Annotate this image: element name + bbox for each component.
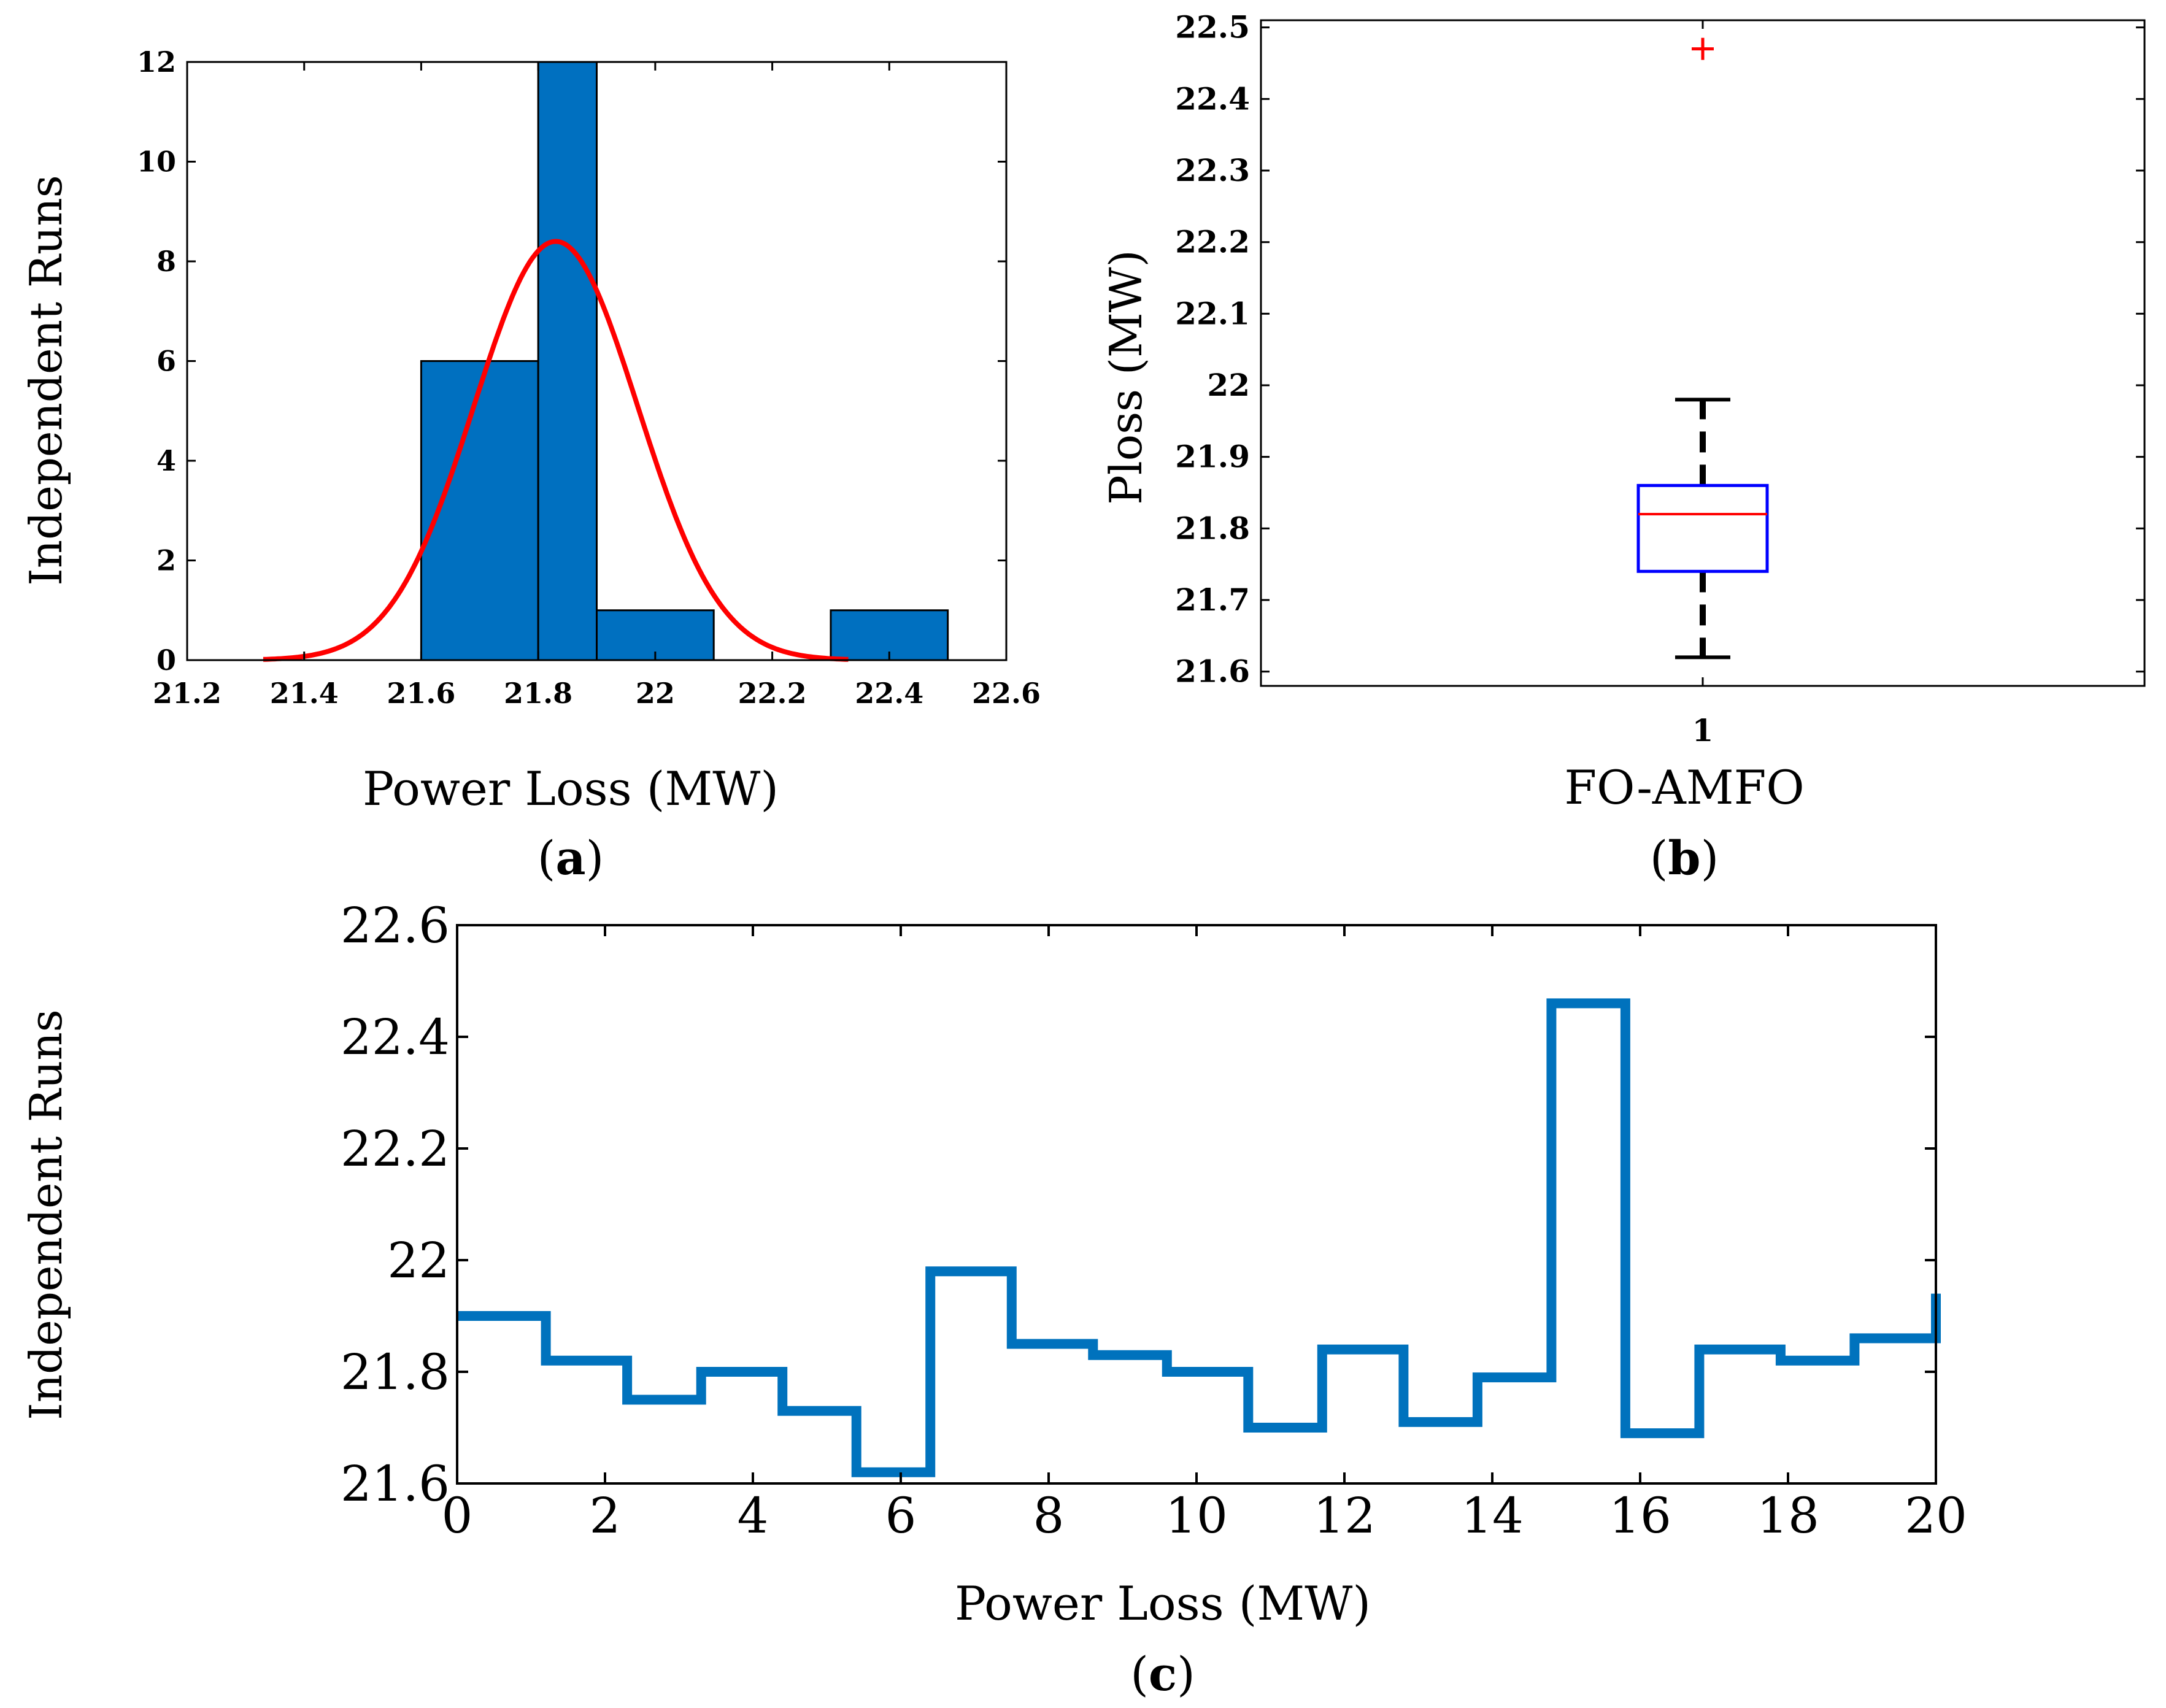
y-tick-label: 21.6 [341,1455,450,1512]
y-tick-label: 21.8 [1175,510,1250,546]
y-tick-label: 22.2 [1175,224,1250,260]
axis-ticks [1261,20,2145,686]
y-tick-label: 12 [137,45,176,79]
x-tick-labels: 1 [1692,712,1714,748]
y-tick-label: 21.8 [341,1344,450,1401]
panel-c: 0 2 4 6 8 10 12 14 16 18 20 21.6 21.8 22 22.2 22.4 22.6… [20,897,1967,1701]
y-tick-label: 8 [156,245,176,278]
box-plot [1636,37,1769,660]
x-tick-label: 21.4 [270,677,339,710]
panel-b: 21.6 21.7 21.8 21.9 22 22.1 22.2 22.3 22.4 22.5 1… [1100,9,2146,885]
y-tick-label: 0 [156,644,176,677]
y-tick-label: 22 [387,1232,450,1289]
y-tick-label: 22 [1207,367,1250,403]
y-tick-label: 22.2 [341,1120,450,1177]
y-tick-label: 22.3 [1175,152,1250,188]
x-tick-label: 0 [442,1487,473,1544]
y-tick-label: 22.6 [341,897,450,954]
axis-ticks [186,61,1008,661]
y-tick-label: 21.7 [1175,582,1250,618]
axis-ticks [456,924,1937,1485]
x-axis-label: Power Loss (MW) [955,1576,1371,1631]
x-tick-label: 20 [1905,1487,1967,1544]
x-tick-label: 21.2 [153,677,222,710]
x-tick-label: 10 [1165,1487,1228,1544]
y-tick-label: 22.1 [1175,295,1250,331]
y-tick-label: 4 [156,444,176,477]
x-tick-label: 4 [738,1487,769,1544]
outlier-marker [1692,37,1714,60]
x-tick-label: 14 [1461,1487,1524,1544]
x-tick-labels: 0 2 4 6 8 10 12 14 16 18 20 [442,1487,1967,1544]
y-tick-labels: 21.6 21.8 22 22.2 22.4 22.6 [341,897,450,1512]
x-tick-label: 21.6 [387,677,455,710]
histogram-bar [537,61,598,661]
x-tick-labels: 21.2 21.4 21.6 21.8 22 22.2 22.4 22.6 [153,677,1041,710]
panel-label: (c) [1130,1647,1195,1701]
x-tick-label: 18 [1757,1487,1819,1544]
normal-fit-curve [263,239,849,662]
x-tick-label: 21.8 [504,677,572,710]
y-axis-label: Independent Runs [20,175,72,585]
y-tick-label: 21.9 [1175,439,1250,475]
y-tick-labels: 0 2 4 6 8 10 12 [137,45,176,677]
x-tick-label: 22.2 [738,677,807,710]
x-tick-label: 16 [1609,1487,1671,1544]
y-tick-labels: 21.6 21.7 21.8 21.9 22 22.1 22.2 22.3 22.4 22.5 [1175,9,1250,690]
histogram-bars [420,61,949,661]
x-tick-label: 12 [1313,1487,1376,1544]
x-axis-label: Power Loss (MW) [363,761,779,816]
x-tick-label: 1 [1692,712,1714,748]
x-tick-label: 22.4 [855,677,923,710]
y-axis-label: Independent Runs [20,1009,72,1420]
panel-label: (a) [538,831,604,885]
x-tick-label: 2 [590,1487,621,1544]
x-tick-label: 22.6 [972,677,1041,710]
interquartile-box [1636,483,1769,573]
y-axis-label: Ploss (MW) [1100,250,1152,505]
panel-a: 21.2 21.4 21.6 21.8 22 22.2 22.4 22.6 0 2 4 6 8 10 12… [20,45,1041,885]
y-tick-label: 22.4 [341,1009,450,1066]
y-tick-label: 2 [156,544,176,577]
panel-label: (b) [1650,831,1719,885]
x-tick-label: 22 [636,677,675,710]
x-tick-label: 8 [1033,1487,1065,1544]
x-tick-label: 6 [885,1487,917,1544]
y-tick-label: 21.6 [1175,653,1250,690]
y-tick-label: 22.5 [1175,9,1250,45]
stairs-line [457,998,1941,1477]
y-tick-label: 6 [156,345,176,378]
y-tick-label: 22.4 [1175,80,1250,117]
x-axis-label: FO-AMFO [1564,760,1804,815]
y-tick-label: 10 [137,145,176,179]
